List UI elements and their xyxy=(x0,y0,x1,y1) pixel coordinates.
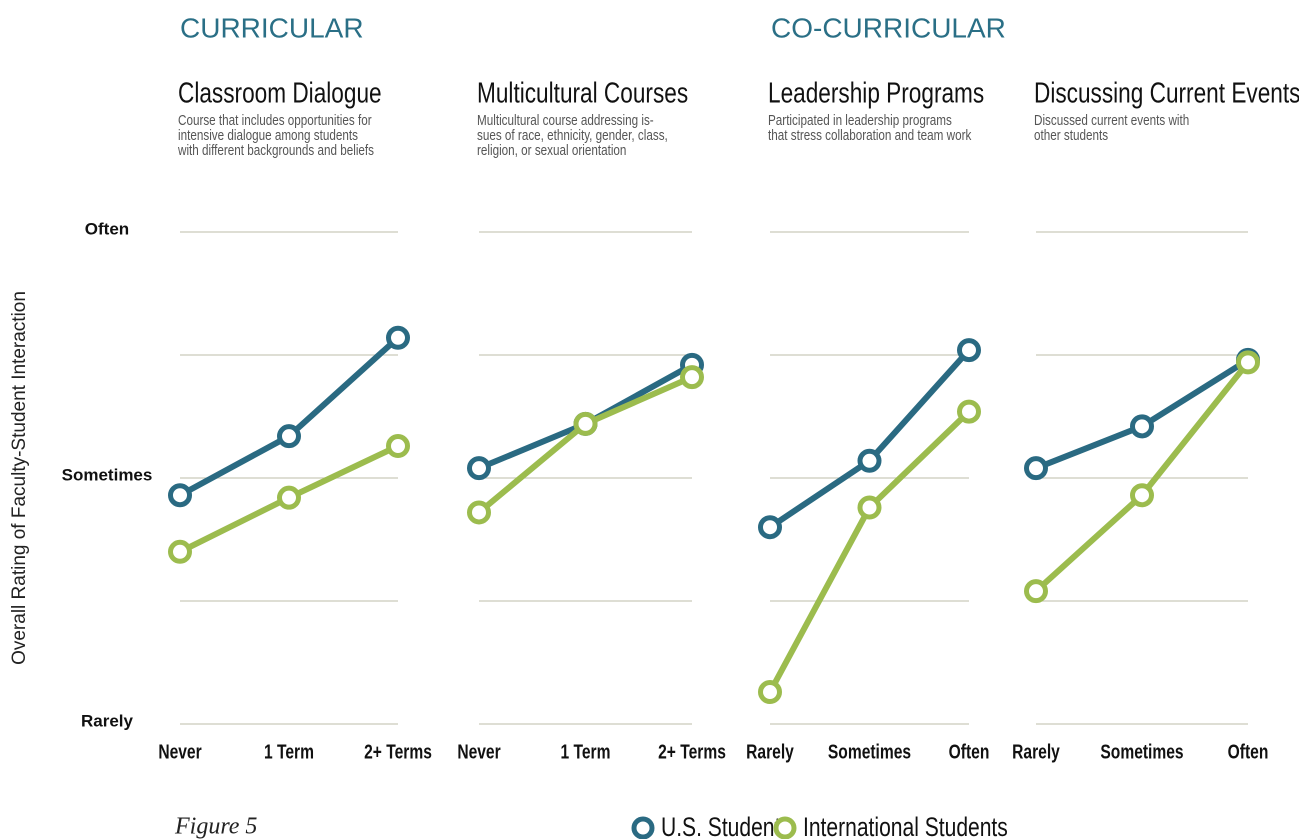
y-axis-label: Overall Rating of Faculty-Student Intera… xyxy=(9,291,30,665)
series-line xyxy=(1033,360,1251,594)
panel-subtitle: other students xyxy=(1034,127,1108,144)
point-marker xyxy=(1236,350,1260,375)
panel-title: Classroom Dialogue xyxy=(178,76,382,109)
panel-subtitle: religion, or sexual orientation xyxy=(477,142,626,159)
panel-subtitle: with different backgrounds and beliefs xyxy=(177,142,374,159)
grid xyxy=(180,231,1248,725)
series-line xyxy=(477,374,694,515)
legend-marker xyxy=(631,816,655,839)
point-marker xyxy=(168,483,192,508)
point-marker xyxy=(857,448,882,473)
point-marker xyxy=(277,485,301,510)
section-header: CO-CURRICULAR xyxy=(771,12,1006,43)
panel-subtitle: Discussed current events with xyxy=(1034,112,1189,129)
point-marker xyxy=(1130,414,1154,439)
x-tick-label: Sometimes xyxy=(828,740,911,762)
panel-title: Leadership Programs xyxy=(768,76,984,109)
point-marker xyxy=(857,495,882,520)
caption: Figure 5 xyxy=(174,814,257,839)
point-marker xyxy=(386,434,410,459)
point-marker xyxy=(957,338,981,363)
point-marker xyxy=(758,515,782,540)
point-marker xyxy=(467,456,491,481)
point-marker xyxy=(168,539,192,564)
y-tick-label: Often xyxy=(85,219,129,238)
panel-subtitle: sues of race, ethnicity, gender, class, xyxy=(477,127,668,144)
legend-marker xyxy=(773,816,797,839)
x-tick-label: Never xyxy=(158,740,201,762)
y-tick-label: Sometimes xyxy=(62,465,153,484)
panel-subtitle: Course that includes opportunities for xyxy=(178,112,372,129)
x-tick-label: 2+ Terms xyxy=(364,740,432,762)
panel-subtitle: Multicultural course addressing is- xyxy=(477,112,654,129)
x-tick-label: Often xyxy=(949,740,990,762)
x-tick-label: Sometimes xyxy=(1100,740,1183,762)
x-tick-label: 1 Term xyxy=(264,740,314,762)
point-marker xyxy=(680,365,704,390)
point-marker xyxy=(573,411,598,436)
legend-label: International Students xyxy=(803,813,1008,839)
point-marker xyxy=(386,325,410,350)
panel-subtitle: intensive dialogue among students xyxy=(178,127,358,144)
series-line xyxy=(1034,357,1250,471)
panel-subtitle: Participated in leadership programs xyxy=(768,112,952,129)
x-tick-label: 2+ Terms xyxy=(658,740,726,762)
x-tick-label: Often xyxy=(1228,740,1269,762)
point-marker xyxy=(277,424,301,449)
x-tick-label: Never xyxy=(457,740,500,762)
point-marker xyxy=(1024,456,1048,481)
x-tick-label: Rarely xyxy=(746,740,794,762)
point-marker xyxy=(758,680,782,705)
point-marker xyxy=(957,399,981,424)
section-header: CURRICULAR xyxy=(180,12,364,43)
x-tick-label: Rarely xyxy=(1012,740,1060,762)
legend-label: U.S. Students xyxy=(661,813,791,839)
x-tick-label: 1 Term xyxy=(561,740,611,762)
panel-subtitle: that stress collaboration and team work xyxy=(768,127,972,144)
y-tick-label: Rarely xyxy=(81,711,134,730)
panel-title: Discussing Current Events xyxy=(1034,76,1299,109)
point-marker xyxy=(467,500,491,525)
point-marker xyxy=(1024,579,1048,604)
point-marker xyxy=(1130,483,1154,508)
series-line xyxy=(178,335,401,498)
panel-title: Multicultural Courses xyxy=(477,76,688,109)
